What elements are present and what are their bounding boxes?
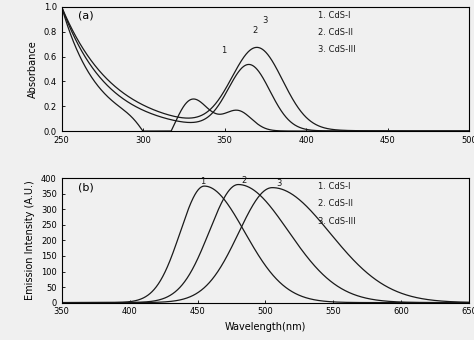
Text: (b): (b) <box>78 182 94 192</box>
Text: 1: 1 <box>200 177 205 186</box>
Text: 2. CdS-II: 2. CdS-II <box>319 28 354 37</box>
Y-axis label: Emission Intensity (A.U.): Emission Intensity (A.U.) <box>25 181 36 300</box>
X-axis label: Wavelength(nm): Wavelength(nm) <box>225 322 306 332</box>
Text: (a): (a) <box>78 11 93 20</box>
Text: 3: 3 <box>276 179 282 188</box>
Text: 1. CdS-I: 1. CdS-I <box>319 182 351 191</box>
Y-axis label: Absorbance: Absorbance <box>28 40 38 98</box>
Text: 2: 2 <box>241 176 246 185</box>
Text: 3. CdS-III: 3. CdS-III <box>319 217 356 226</box>
Text: 1: 1 <box>221 46 227 55</box>
Text: 3: 3 <box>262 16 267 25</box>
Text: 3. CdS-III: 3. CdS-III <box>319 45 356 54</box>
Text: 2. CdS-II: 2. CdS-II <box>319 200 354 208</box>
Text: 1. CdS-I: 1. CdS-I <box>319 11 351 19</box>
Text: 2: 2 <box>252 26 258 35</box>
